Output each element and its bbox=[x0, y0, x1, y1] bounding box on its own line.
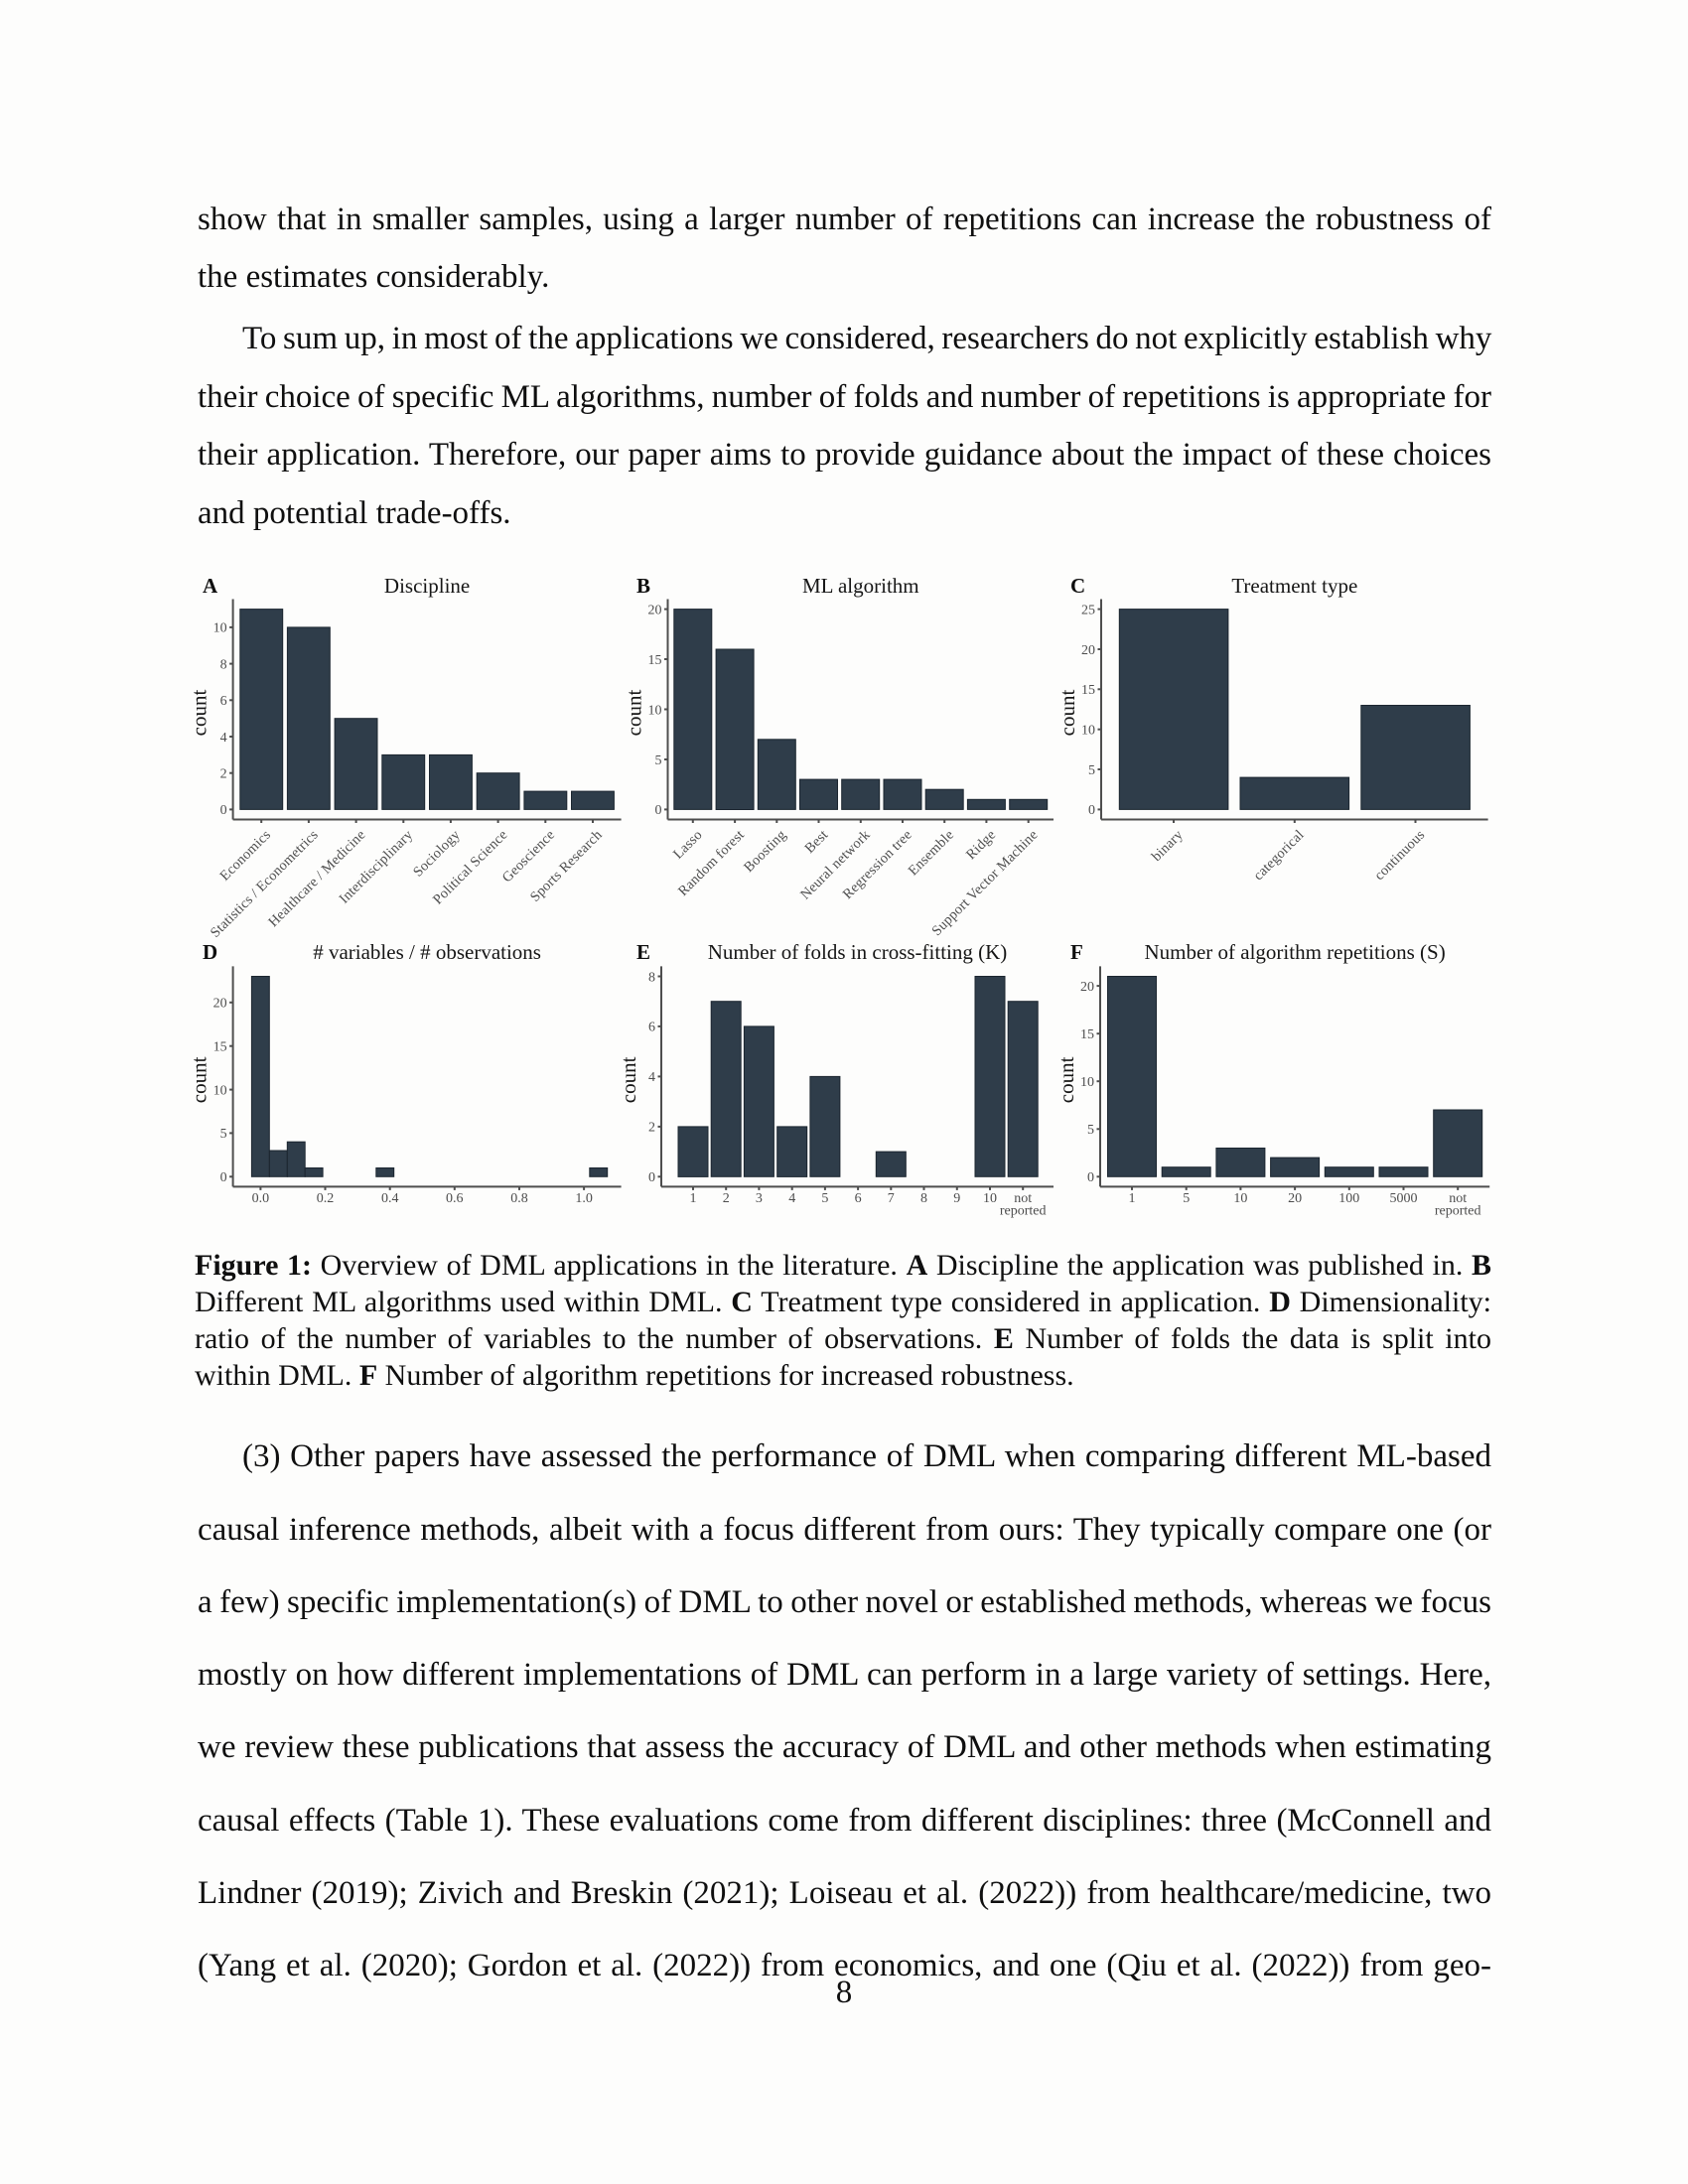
svg-text:1: 1 bbox=[1129, 1191, 1136, 1206]
svg-text:count: count bbox=[617, 1056, 640, 1103]
svg-text:Discipline: Discipline bbox=[384, 574, 470, 598]
svg-text:E: E bbox=[636, 940, 650, 964]
svg-text:20: 20 bbox=[1288, 1191, 1302, 1206]
svg-text:4: 4 bbox=[648, 1070, 655, 1085]
svg-text:0: 0 bbox=[220, 1170, 227, 1185]
svg-text:count: count bbox=[1055, 1056, 1078, 1103]
svg-text:3: 3 bbox=[756, 1191, 763, 1206]
svg-text:continuous: continuous bbox=[1371, 827, 1428, 884]
svg-text:10: 10 bbox=[1080, 1075, 1094, 1090]
svg-text:0.8: 0.8 bbox=[510, 1191, 528, 1206]
svg-text:binary: binary bbox=[1149, 827, 1187, 865]
svg-text:5: 5 bbox=[1183, 1191, 1190, 1206]
svg-text:ML algorithm: ML algorithm bbox=[802, 574, 919, 598]
svg-text:8: 8 bbox=[648, 970, 655, 985]
svg-text:count: count bbox=[188, 690, 211, 737]
svg-text:0.0: 0.0 bbox=[252, 1191, 270, 1206]
svg-text:10: 10 bbox=[1233, 1191, 1247, 1206]
svg-text:10: 10 bbox=[213, 1083, 227, 1098]
svg-text:6: 6 bbox=[220, 694, 227, 709]
svg-text:Number of algorithm repetition: Number of algorithm repetitions (S) bbox=[1144, 940, 1445, 964]
svg-text:B: B bbox=[636, 574, 650, 598]
svg-text:5: 5 bbox=[655, 753, 662, 768]
svg-text:20: 20 bbox=[1080, 980, 1094, 995]
svg-text:100: 100 bbox=[1338, 1191, 1359, 1206]
svg-text:0.2: 0.2 bbox=[317, 1191, 335, 1206]
svg-text:Number of folds in cross-fitti: Number of folds in cross-fitting (K) bbox=[708, 940, 1008, 964]
svg-text:count: count bbox=[188, 1056, 211, 1103]
svg-text:0.6: 0.6 bbox=[446, 1191, 464, 1206]
svg-text:Treatment type: Treatment type bbox=[1231, 574, 1357, 598]
svg-text:C: C bbox=[1070, 574, 1085, 598]
svg-text:6: 6 bbox=[648, 1021, 655, 1035]
svg-text:25: 25 bbox=[1081, 603, 1095, 617]
svg-text:Boosting: Boosting bbox=[741, 827, 789, 876]
svg-text:0: 0 bbox=[1087, 1170, 1094, 1185]
svg-text:15: 15 bbox=[213, 1040, 227, 1055]
svg-text:A: A bbox=[203, 574, 218, 598]
svg-text:1.0: 1.0 bbox=[575, 1191, 593, 1206]
svg-text:0: 0 bbox=[220, 803, 227, 818]
svg-text:8: 8 bbox=[920, 1191, 927, 1206]
svg-text:20: 20 bbox=[648, 603, 662, 617]
svg-text:not: not bbox=[1014, 1191, 1032, 1206]
svg-text:0: 0 bbox=[1088, 803, 1095, 818]
svg-text:8: 8 bbox=[220, 657, 227, 672]
svg-text:20: 20 bbox=[213, 997, 227, 1012]
svg-text:Best: Best bbox=[801, 827, 831, 857]
svg-text:F: F bbox=[1070, 940, 1083, 964]
svg-text:20: 20 bbox=[1081, 643, 1095, 658]
svg-text:4: 4 bbox=[788, 1191, 795, 1206]
svg-text:5000: 5000 bbox=[1390, 1191, 1418, 1206]
svg-text:2: 2 bbox=[723, 1191, 730, 1206]
svg-text:2: 2 bbox=[220, 767, 227, 782]
svg-text:reported: reported bbox=[1000, 1203, 1047, 1218]
svg-text:Lasso: Lasso bbox=[670, 827, 706, 863]
svg-text:1: 1 bbox=[690, 1191, 697, 1206]
svg-text:0.4: 0.4 bbox=[381, 1191, 399, 1206]
svg-text:5: 5 bbox=[1088, 763, 1095, 778]
svg-text:10: 10 bbox=[213, 621, 227, 636]
svg-text:count: count bbox=[623, 690, 646, 737]
svg-text:categorical: categorical bbox=[1250, 827, 1307, 884]
svg-text:not: not bbox=[1449, 1191, 1467, 1206]
svg-text:4: 4 bbox=[220, 731, 227, 746]
svg-text:reported: reported bbox=[1435, 1203, 1481, 1218]
svg-text:2: 2 bbox=[648, 1121, 655, 1136]
svg-text:0: 0 bbox=[648, 1170, 655, 1185]
svg-text:10: 10 bbox=[1081, 724, 1095, 739]
svg-text:# variables / # observations: # variables / # observations bbox=[313, 940, 541, 964]
svg-text:Ridge: Ridge bbox=[963, 827, 999, 863]
svg-text:Ensemble: Ensemble bbox=[906, 827, 957, 879]
svg-text:15: 15 bbox=[648, 653, 662, 668]
svg-text:count: count bbox=[1055, 690, 1079, 737]
svg-text:6: 6 bbox=[855, 1191, 862, 1206]
svg-text:15: 15 bbox=[1080, 1027, 1094, 1042]
svg-text:5: 5 bbox=[1087, 1123, 1094, 1138]
svg-text:10: 10 bbox=[648, 703, 662, 718]
svg-text:10: 10 bbox=[983, 1191, 997, 1206]
svg-text:5: 5 bbox=[821, 1191, 828, 1206]
svg-text:0: 0 bbox=[655, 803, 662, 818]
svg-text:5: 5 bbox=[220, 1127, 227, 1142]
svg-text:9: 9 bbox=[953, 1191, 960, 1206]
svg-text:15: 15 bbox=[1081, 683, 1095, 698]
svg-text:D: D bbox=[203, 940, 217, 964]
svg-text:7: 7 bbox=[888, 1191, 895, 1206]
